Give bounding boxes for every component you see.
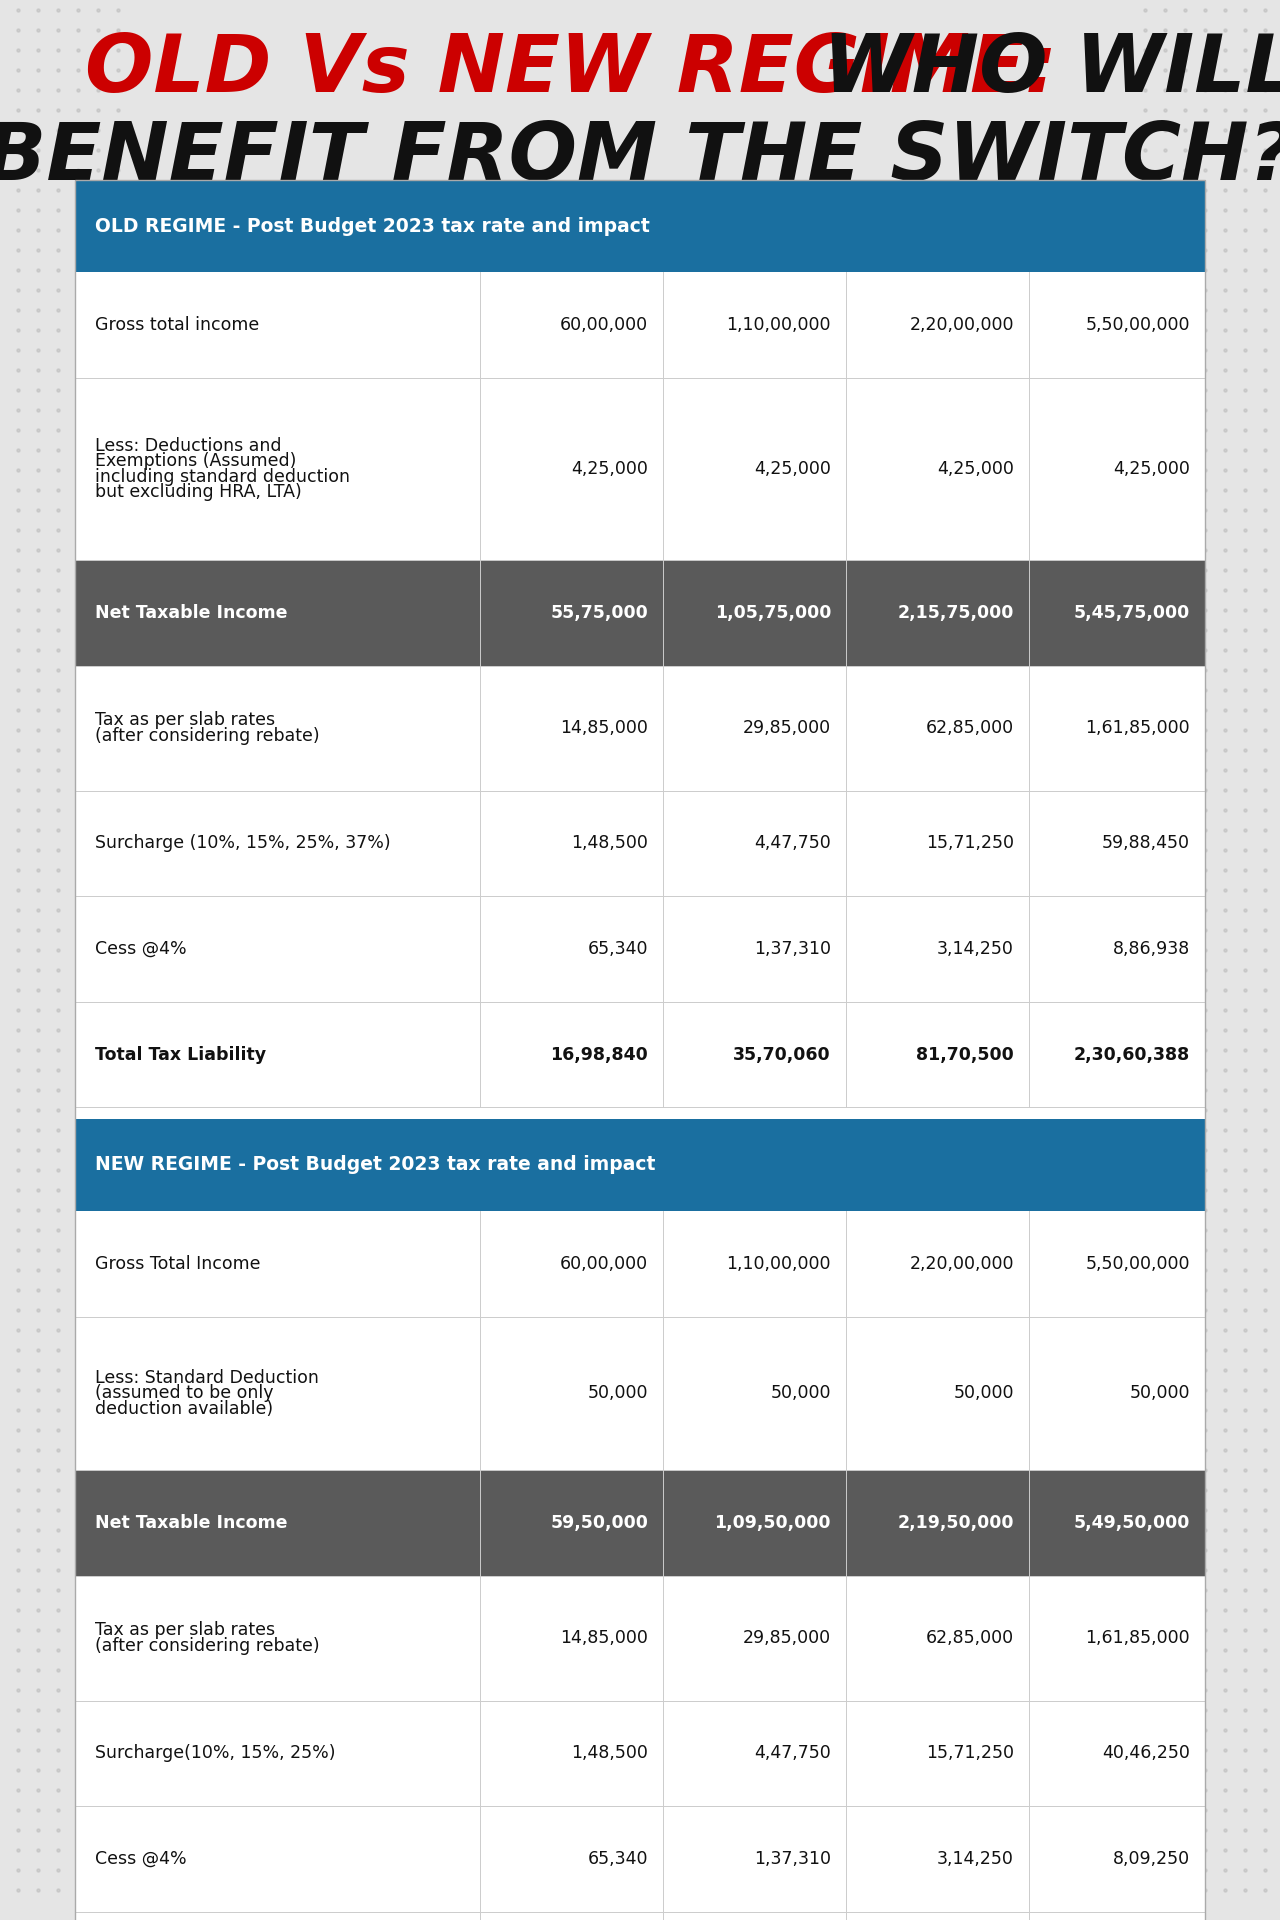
Text: 62,85,000: 62,85,000 <box>925 720 1014 737</box>
Text: 59,50,000: 59,50,000 <box>550 1515 648 1532</box>
Text: WHO WILL: WHO WILL <box>795 31 1280 109</box>
Text: Gross total income: Gross total income <box>95 317 260 334</box>
Text: 4,47,750: 4,47,750 <box>754 835 831 852</box>
Text: 50,000: 50,000 <box>954 1384 1014 1402</box>
Text: 35,70,060: 35,70,060 <box>733 1046 831 1064</box>
Text: 29,85,000: 29,85,000 <box>742 720 831 737</box>
Text: 50,000: 50,000 <box>771 1384 831 1402</box>
Text: Cess @4%: Cess @4% <box>95 1851 187 1868</box>
Text: 4,25,000: 4,25,000 <box>1114 461 1190 478</box>
Text: 15,71,250: 15,71,250 <box>925 835 1014 852</box>
FancyBboxPatch shape <box>76 273 1204 378</box>
Text: 2,20,00,000: 2,20,00,000 <box>910 317 1014 334</box>
FancyBboxPatch shape <box>76 1317 1204 1471</box>
Text: 2,20,00,000: 2,20,00,000 <box>910 1256 1014 1273</box>
Text: 1,37,310: 1,37,310 <box>754 941 831 958</box>
Text: 15,71,250: 15,71,250 <box>925 1745 1014 1763</box>
Text: Gross Total Income: Gross Total Income <box>95 1256 261 1273</box>
Text: 4,25,000: 4,25,000 <box>937 461 1014 478</box>
Text: 5,50,00,000: 5,50,00,000 <box>1085 317 1190 334</box>
Text: Tax as per slab rates: Tax as per slab rates <box>95 1622 275 1640</box>
FancyBboxPatch shape <box>76 1119 1204 1212</box>
Text: 50,000: 50,000 <box>1129 1384 1190 1402</box>
Text: 5,45,75,000: 5,45,75,000 <box>1074 605 1190 622</box>
Text: Surcharge(10%, 15%, 25%): Surcharge(10%, 15%, 25%) <box>95 1745 335 1763</box>
Text: including standard deduction: including standard deduction <box>95 468 349 486</box>
Text: 4,25,000: 4,25,000 <box>571 461 648 478</box>
FancyBboxPatch shape <box>76 1807 1204 1912</box>
Text: Exemptions (Assumed): Exemptions (Assumed) <box>95 453 297 470</box>
Text: 4,25,000: 4,25,000 <box>754 461 831 478</box>
Text: 1,09,50,000: 1,09,50,000 <box>714 1515 831 1532</box>
Text: 8,86,938: 8,86,938 <box>1112 941 1190 958</box>
FancyBboxPatch shape <box>76 1212 1204 1317</box>
Text: Less: Deductions and: Less: Deductions and <box>95 436 282 455</box>
Text: 62,85,000: 62,85,000 <box>925 1630 1014 1647</box>
Text: Surcharge (10%, 15%, 25%, 37%): Surcharge (10%, 15%, 25%, 37%) <box>95 835 390 852</box>
Text: 2,30,60,388: 2,30,60,388 <box>1074 1046 1190 1064</box>
Text: OLD Vs NEW REGIME:: OLD Vs NEW REGIME: <box>84 31 1057 109</box>
Text: 2,15,75,000: 2,15,75,000 <box>897 605 1014 622</box>
Text: 5,50,00,000: 5,50,00,000 <box>1085 1256 1190 1273</box>
FancyBboxPatch shape <box>76 1701 1204 1807</box>
Text: Cess @4%: Cess @4% <box>95 941 187 958</box>
Text: 3,14,250: 3,14,250 <box>937 1851 1014 1868</box>
Text: 1,48,500: 1,48,500 <box>571 835 648 852</box>
FancyBboxPatch shape <box>76 561 1204 666</box>
Text: 5,49,50,000: 5,49,50,000 <box>1074 1515 1190 1532</box>
Text: Total Tax Liability: Total Tax Liability <box>95 1046 266 1064</box>
Text: NEW REGIME - Post Budget 2023 tax rate and impact: NEW REGIME - Post Budget 2023 tax rate a… <box>95 1156 655 1175</box>
FancyBboxPatch shape <box>76 897 1204 1002</box>
Text: but excluding HRA, LTA): but excluding HRA, LTA) <box>95 484 302 501</box>
Text: 1,61,85,000: 1,61,85,000 <box>1085 1630 1190 1647</box>
Text: Tax as per slab rates: Tax as per slab rates <box>95 712 275 730</box>
Text: BENEFIT FROM THE SWITCH?: BENEFIT FROM THE SWITCH? <box>0 119 1280 198</box>
Text: 55,75,000: 55,75,000 <box>550 605 648 622</box>
Text: (after considering rebate): (after considering rebate) <box>95 1638 320 1655</box>
Text: 29,85,000: 29,85,000 <box>742 1630 831 1647</box>
FancyBboxPatch shape <box>76 378 1204 561</box>
FancyBboxPatch shape <box>76 1471 1204 1576</box>
Text: 16,98,840: 16,98,840 <box>550 1046 648 1064</box>
Text: 14,85,000: 14,85,000 <box>561 1630 648 1647</box>
Text: 1,37,310: 1,37,310 <box>754 1851 831 1868</box>
Text: 65,340: 65,340 <box>588 1851 648 1868</box>
Text: 14,85,000: 14,85,000 <box>561 720 648 737</box>
FancyBboxPatch shape <box>76 1912 1204 1920</box>
Text: 60,00,000: 60,00,000 <box>559 317 648 334</box>
FancyBboxPatch shape <box>76 180 1204 1920</box>
FancyBboxPatch shape <box>76 666 1204 791</box>
Text: 1,48,500: 1,48,500 <box>571 1745 648 1763</box>
FancyBboxPatch shape <box>76 791 1204 897</box>
Text: 3,14,250: 3,14,250 <box>937 941 1014 958</box>
FancyBboxPatch shape <box>76 1002 1204 1108</box>
Text: 50,000: 50,000 <box>588 1384 648 1402</box>
Text: 65,340: 65,340 <box>588 941 648 958</box>
FancyBboxPatch shape <box>76 180 1204 273</box>
FancyBboxPatch shape <box>76 1576 1204 1701</box>
Text: (after considering rebate): (after considering rebate) <box>95 728 320 745</box>
Text: 1,61,85,000: 1,61,85,000 <box>1085 720 1190 737</box>
Text: 2,19,50,000: 2,19,50,000 <box>897 1515 1014 1532</box>
Text: 1,05,75,000: 1,05,75,000 <box>714 605 831 622</box>
Text: 1,10,00,000: 1,10,00,000 <box>727 317 831 334</box>
Text: 60,00,000: 60,00,000 <box>559 1256 648 1273</box>
Text: 8,09,250: 8,09,250 <box>1112 1851 1190 1868</box>
Text: (assumed to be only: (assumed to be only <box>95 1384 274 1402</box>
Text: 1,10,00,000: 1,10,00,000 <box>727 1256 831 1273</box>
Text: Net Taxable Income: Net Taxable Income <box>95 605 288 622</box>
Text: OLD REGIME - Post Budget 2023 tax rate and impact: OLD REGIME - Post Budget 2023 tax rate a… <box>95 217 650 236</box>
Text: 59,88,450: 59,88,450 <box>1102 835 1190 852</box>
Text: deduction available): deduction available) <box>95 1400 273 1419</box>
Text: 4,47,750: 4,47,750 <box>754 1745 831 1763</box>
Text: 40,46,250: 40,46,250 <box>1102 1745 1190 1763</box>
Text: Net Taxable Income: Net Taxable Income <box>95 1515 288 1532</box>
Text: Less: Standard Deduction: Less: Standard Deduction <box>95 1369 319 1386</box>
Text: 81,70,500: 81,70,500 <box>916 1046 1014 1064</box>
